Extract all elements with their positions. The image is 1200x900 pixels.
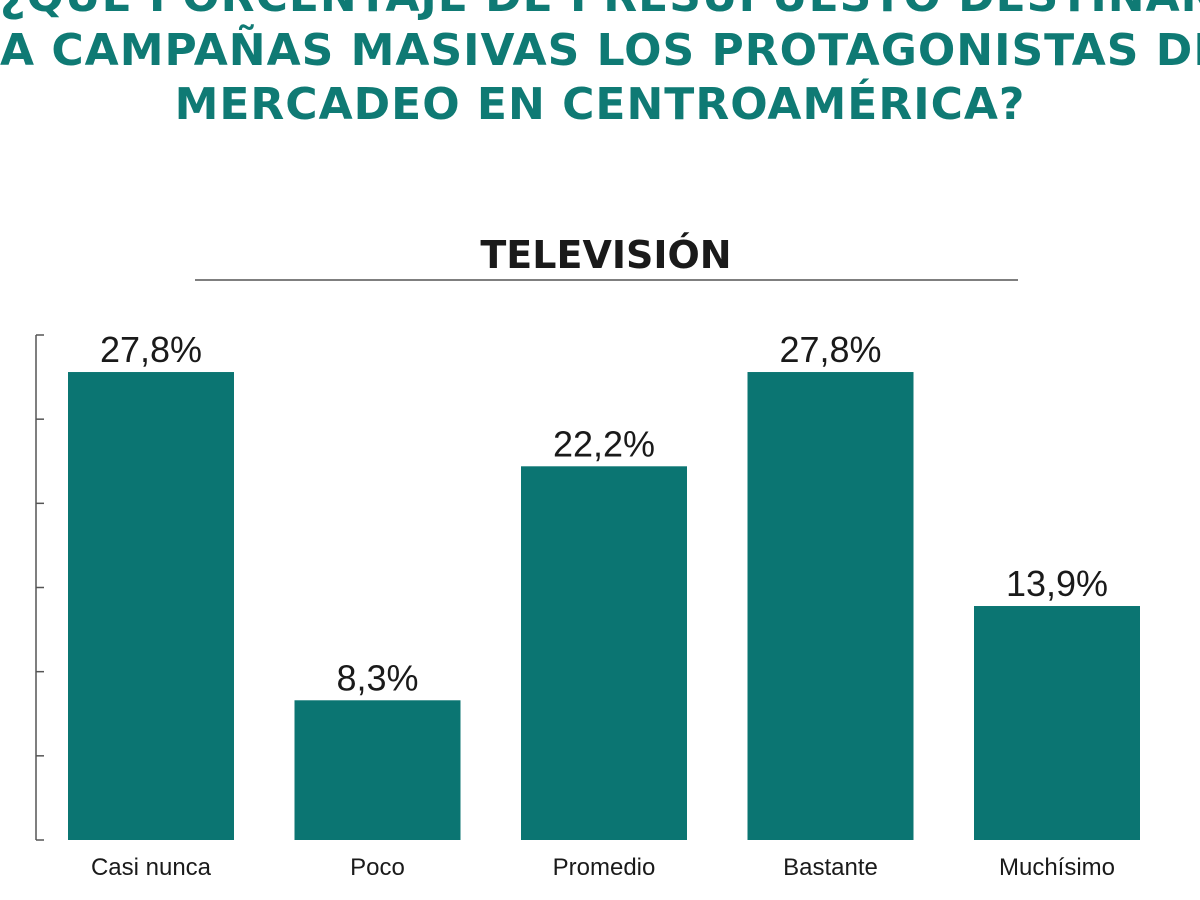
category-labels: Casi nunca Poco Promedio Bastante Muchísimo [91, 854, 1115, 881]
bars [68, 372, 1140, 840]
bar [68, 372, 234, 840]
bar [974, 606, 1140, 840]
headline-line-2: A CAMPAÑAS MASIVAS LOS PROTAGONISTAS DEL [0, 25, 1200, 76]
headline-line-1: ¿QUÉ PORCENTAJE DE PRESUPUESTO DESTINAN [0, 0, 1200, 24]
bar [294, 700, 461, 840]
bar-value-label: 27,8% [100, 329, 202, 370]
category-label: Casi nunca [91, 854, 212, 881]
bar [747, 372, 914, 840]
y-axis [35, 334, 44, 841]
headline-line-3: MERCADEO EN CENTROAMÉRICA? [174, 79, 1026, 130]
bar-value-label: 13,9% [1006, 563, 1108, 604]
category-label: Bastante [783, 854, 878, 881]
category-label: Poco [350, 854, 405, 881]
bar-value-label: 8,3% [336, 657, 418, 698]
category-label: Muchísimo [999, 854, 1115, 881]
category-label: Promedio [553, 854, 656, 881]
value-labels: 27,8% 8,3% 22,2% 27,8% 13,9% [100, 329, 1108, 698]
chart-title: TELEVISIÓN [480, 233, 731, 277]
bar-value-label: 27,8% [779, 329, 881, 370]
bar [521, 466, 687, 840]
bar-value-label: 22,2% [553, 423, 655, 464]
